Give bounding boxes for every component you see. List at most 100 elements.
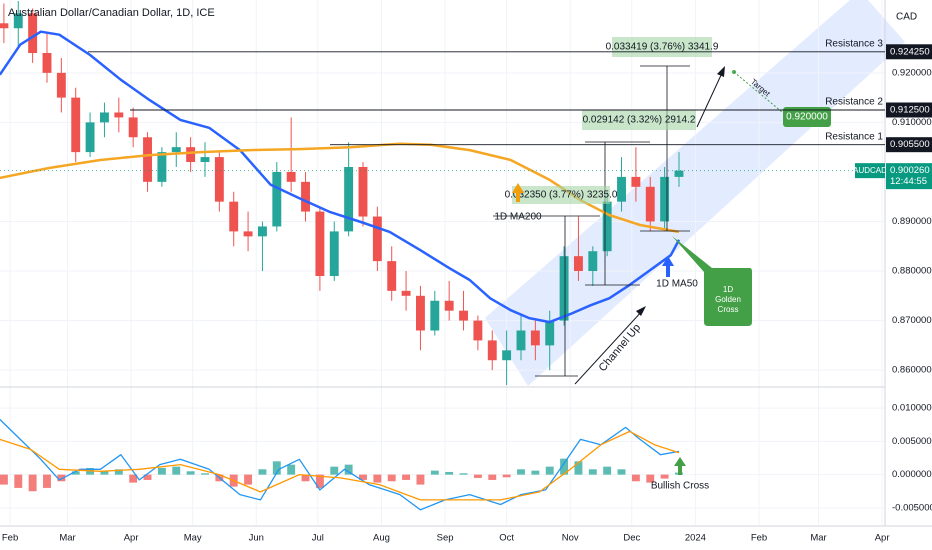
histogram-bar (330, 466, 339, 475)
histogram-bar (373, 474, 382, 483)
countdown-label: 12:44:55 (890, 176, 927, 187)
resistance-label: Resistance 2 (825, 97, 883, 108)
histogram-bar (617, 469, 626, 475)
candle-body (56, 72, 66, 98)
candle-body (444, 300, 454, 311)
golden-cross-callout (672, 236, 752, 326)
histogram-bar (186, 471, 195, 475)
ma50-label: 1D MA50 (656, 279, 698, 290)
currency-label: CAD (896, 12, 917, 23)
candle-body (559, 256, 569, 321)
y-tick-label: 0.880000 (892, 266, 932, 277)
histogram-bar (129, 474, 138, 483)
price-tag (886, 44, 932, 60)
histogram-bar (0, 474, 8, 485)
x-tick-label: 2024 (685, 533, 706, 544)
measure-label: 0.029142 (3.32%) 2914.2 (583, 115, 696, 126)
histogram-bar (402, 474, 411, 480)
bullish-cross-arrow (674, 457, 686, 475)
x-tick-label: Aug (373, 533, 390, 544)
histogram-bar (646, 474, 655, 483)
candle-body (85, 122, 95, 153)
y2-tick-label: 0.010000 (892, 403, 932, 414)
y-tick-label: 0.890000 (892, 216, 932, 227)
candle-body (71, 97, 81, 153)
measure-lines (493, 65, 690, 377)
x-tick-label: Mar (810, 533, 826, 544)
target-price-box (783, 107, 831, 127)
histogram-bar (531, 470, 540, 475)
x-tick-label: Dec (623, 533, 640, 544)
golden-cross-label: Golden (715, 295, 741, 304)
candle-body (415, 295, 425, 331)
measure-label: 0.033419 (3.76%) 3341.9 (606, 42, 719, 53)
candle-body (487, 340, 497, 361)
y-tick-label: 0.870000 (892, 315, 932, 326)
candle-body (114, 112, 124, 118)
histogram-bar (244, 474, 253, 485)
price-tag-label: 0.924250 (890, 46, 930, 57)
symbol-tag (855, 163, 885, 179)
candle-body (358, 166, 368, 217)
x-tick-label: Jul (312, 533, 324, 544)
candle-body (128, 117, 138, 138)
candle-body (573, 256, 583, 272)
histogram-bar (416, 474, 425, 485)
golden-cross-label: Cross (718, 305, 739, 314)
histogram-bar (43, 474, 51, 488)
macd-line (0, 418, 680, 511)
target-line (733, 71, 783, 113)
macd-line (0, 430, 680, 501)
candle-body (0, 23, 9, 29)
histogram-bar (517, 469, 525, 475)
histogram-bar (631, 474, 640, 482)
histogram-bar (430, 470, 439, 475)
candle-body (301, 181, 310, 212)
histogram-bar (57, 474, 66, 482)
histogram-bar (143, 474, 152, 480)
candle-body (387, 261, 397, 291)
candle-body (344, 166, 354, 232)
histogram-bar (660, 474, 669, 479)
candle-body (243, 231, 253, 237)
measure-label: 0.032350 (3.77%) 3235.0 (505, 190, 618, 201)
histogram-bar (603, 466, 612, 475)
histogram-bar (473, 474, 482, 478)
histogram-bar (272, 461, 281, 475)
candle-body (401, 290, 411, 296)
histogram-bar (488, 474, 497, 480)
histogram-bar (545, 466, 554, 475)
histogram-bar (502, 474, 511, 478)
candle-body (674, 170, 684, 177)
candle-body (530, 330, 540, 346)
y2-tick-label: -0.005000 (892, 502, 932, 513)
y2-tick-label: 0.000000 (892, 469, 932, 480)
x-tick-label: May (184, 533, 202, 544)
candle-body (545, 320, 555, 346)
candle-body (372, 216, 382, 262)
candle-body (473, 320, 483, 341)
histogram-bar (315, 474, 324, 488)
x-tick-label: Apr (875, 533, 890, 544)
ma50-arrow (662, 256, 674, 277)
target-arrow-head (717, 66, 725, 77)
y2-tick-label: 0.005000 (892, 436, 932, 447)
target-arrow (696, 72, 723, 128)
histogram-bar (71, 471, 80, 475)
ma200-label: 1D MA200 (494, 212, 542, 223)
moving-average (0, 30, 681, 324)
candle-body (99, 112, 109, 123)
candle-body (502, 350, 512, 361)
candle-body (329, 231, 339, 276)
candle-body (315, 211, 325, 276)
plot-area (0, 0, 885, 525)
price-tag (886, 102, 932, 118)
candle-body (660, 176, 670, 222)
histogram-bar (301, 474, 310, 482)
histogram-bar (258, 469, 267, 475)
candle-body (186, 147, 196, 163)
candle-body (631, 176, 641, 187)
candle-body (459, 310, 468, 321)
